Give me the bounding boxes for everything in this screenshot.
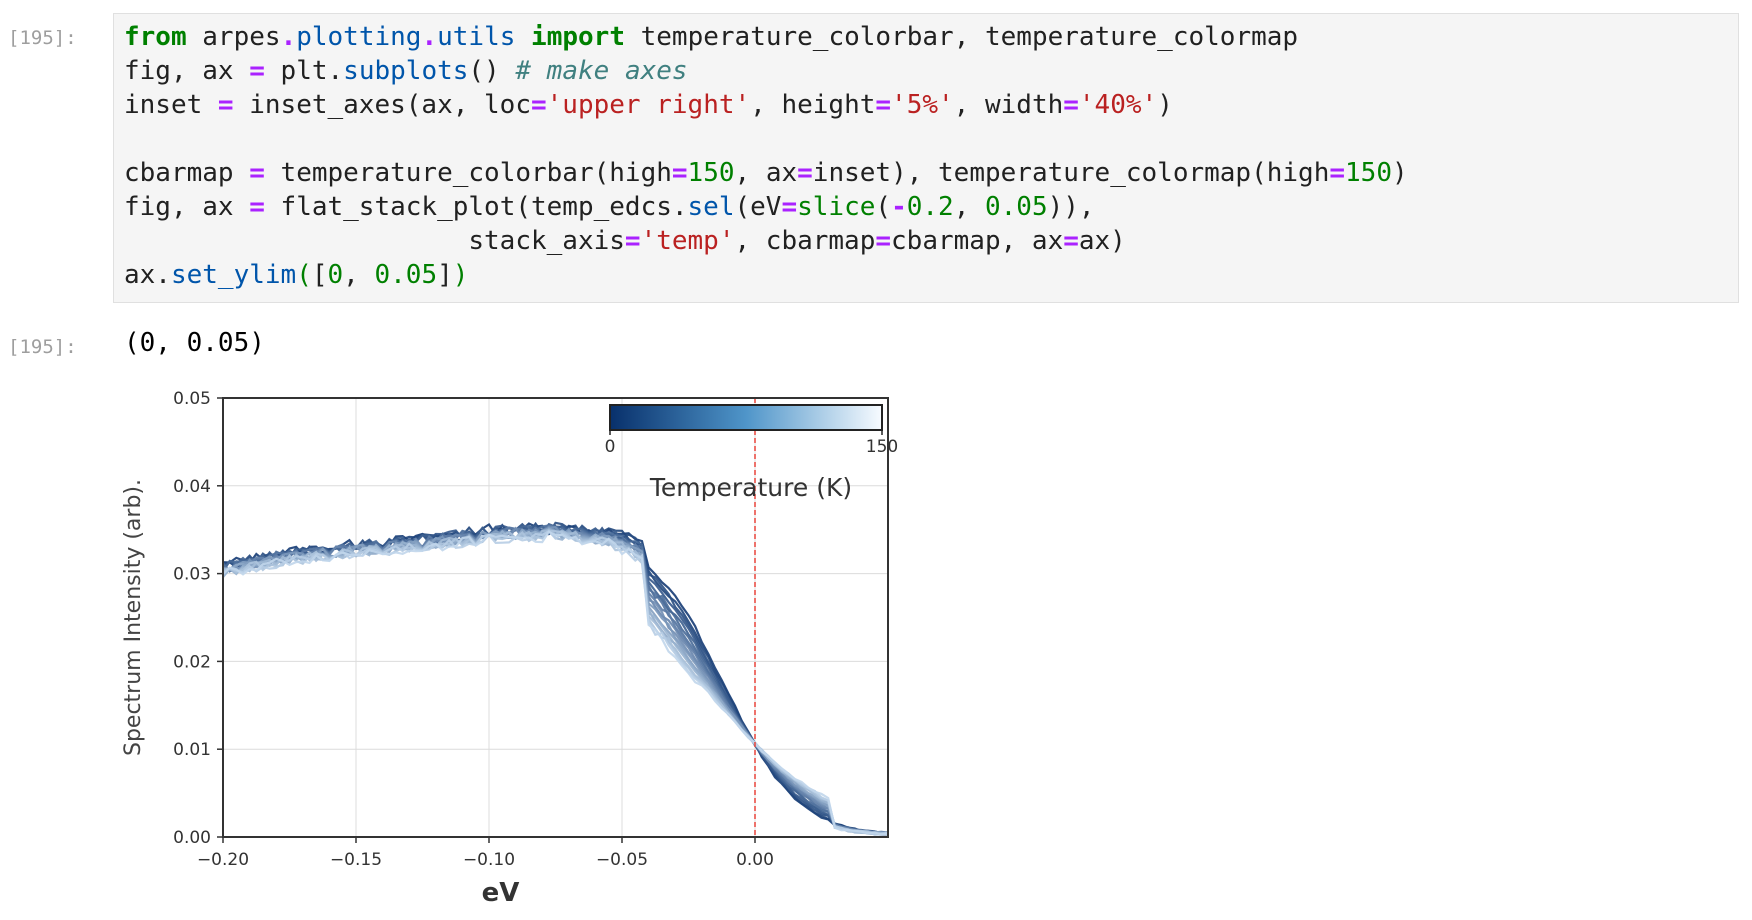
y-tick-label: 0.05 bbox=[173, 389, 211, 409]
y-tick-label: 0.01 bbox=[173, 740, 211, 760]
x-axis-label: eV bbox=[482, 878, 520, 908]
x-tick-label: −0.20 bbox=[197, 850, 249, 870]
x-tick-label: −0.05 bbox=[596, 850, 648, 870]
colorbar-min-label: 0 bbox=[605, 437, 616, 457]
code-line-5: cbarmap = temperature_colorbar(high=150,… bbox=[124, 158, 1408, 188]
code-line-6: fig, ax = flat_stack_plot(temp_edcs.sel(… bbox=[124, 192, 1095, 222]
edc-series-line bbox=[222, 530, 889, 836]
y-tick-label: 0.04 bbox=[173, 477, 211, 497]
code-line-1: from arpes.plotting.utils import tempera… bbox=[124, 22, 1299, 52]
plot-layer: −0.20 −0.15 −0.10 −0.05 0.00 0.00 0.01 0.02 0.03… bbox=[121, 389, 898, 908]
axes-frame bbox=[222, 397, 889, 838]
temperature-colorbar bbox=[609, 404, 883, 431]
x-tick-label: −0.15 bbox=[330, 850, 382, 870]
code-line-2: fig, ax = plt.subplots() # make axes bbox=[124, 56, 688, 86]
colorbar-label: Temperature (K) bbox=[649, 473, 852, 502]
colorbar-max-label: 150 bbox=[866, 437, 898, 457]
y-axis-label: Spectrum Intensity (arb). bbox=[121, 479, 146, 756]
y-tick-label: 0.02 bbox=[173, 652, 211, 672]
x-tick-label: 0.00 bbox=[736, 850, 774, 870]
input-prompt: [195]: bbox=[8, 27, 77, 49]
plot-background bbox=[223, 398, 888, 837]
y-tick-label: 0.00 bbox=[173, 828, 211, 848]
output-prompt: [195]: bbox=[8, 336, 77, 358]
x-tick-label: −0.10 bbox=[463, 850, 515, 870]
code-line-7: stack_axis='temp', cbarmap=cbarmap, ax=a… bbox=[124, 226, 1126, 256]
code-line-8: ax.set_ylim([0, 0.05]) bbox=[124, 260, 469, 290]
edc-stack-chart: −0.20 −0.15 −0.10 −0.05 0.00 0.00 0.01 0.02 0.03… bbox=[121, 389, 898, 908]
output-text: (0, 0.05) bbox=[124, 328, 265, 358]
code-line-3: inset = inset_axes(ax, loc='upper right'… bbox=[124, 90, 1173, 120]
y-tick-label: 0.03 bbox=[173, 565, 211, 585]
code-cell[interactable] bbox=[113, 13, 1739, 303]
